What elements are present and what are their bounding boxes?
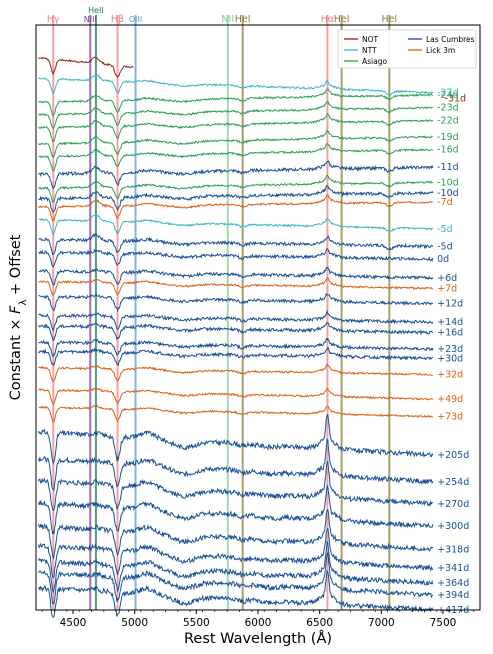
x-tick-label: 7000 — [368, 617, 395, 629]
epoch-label: 0d — [437, 254, 449, 265]
epoch-label: +270d — [437, 499, 469, 510]
spectrum-line — [38, 193, 434, 222]
spectrum-line — [38, 569, 434, 618]
spectrum-line — [38, 143, 434, 172]
legend-entry-label: Lick 3m — [426, 46, 455, 55]
epoch-label: -23d — [437, 103, 459, 114]
epoch-label: -7d — [437, 197, 453, 208]
legend-entry-label: NOT — [362, 35, 379, 44]
legend-entry-label: NTT — [362, 46, 377, 55]
spectrum-line — [38, 247, 434, 268]
spectrum-line — [38, 213, 434, 236]
epoch-label: -27d — [437, 88, 459, 99]
spectrum-line — [38, 540, 434, 594]
epoch-label: +73d — [437, 412, 463, 423]
epoch-label: +254d — [437, 477, 469, 488]
spectrum-line — [38, 100, 434, 129]
spectrum-line — [38, 483, 434, 535]
epoch-label: +6d — [437, 273, 457, 284]
epoch-label: -5d — [437, 241, 453, 252]
spectrum-line — [38, 233, 434, 255]
x-tick-label: 6000 — [245, 617, 272, 629]
epoch-label: +30d — [437, 353, 463, 364]
epoch-label: -5d — [437, 224, 453, 235]
epoch-label: -11d — [437, 162, 459, 173]
line-id-label: Hα — [321, 14, 334, 25]
spectrum-line — [38, 362, 434, 382]
spectrum-line — [38, 266, 434, 286]
epoch-label: -19d — [437, 132, 459, 143]
line-id-label: Hγ — [47, 14, 60, 25]
epoch-label: +341d — [437, 563, 469, 574]
epoch-label: -10d — [437, 177, 459, 188]
line-id-label: HeI — [334, 14, 350, 25]
epoch-label: +49d — [437, 394, 463, 405]
spectrum-line — [38, 551, 433, 605]
epoch-label: +364d — [437, 578, 469, 589]
spectrum-line — [38, 160, 434, 190]
spectrum-line — [38, 292, 434, 313]
line-id-label: HeI — [381, 14, 397, 25]
epoch-label: +7d — [437, 283, 457, 294]
epoch-label: +205d — [437, 450, 469, 461]
epoch-label: +12d — [437, 299, 463, 310]
spectrum-line — [38, 527, 434, 579]
y-axis-label: Constant × Fλ + Offset — [8, 234, 29, 400]
legend: NOT NTT Asiago Las Cumbres Lick 3m — [337, 29, 477, 69]
spectrum-line — [38, 276, 434, 296]
legend-entry-label: Asiago — [362, 57, 387, 66]
epoch-label: +318d — [437, 544, 469, 555]
spectrum-line — [38, 405, 433, 423]
spectrum-line — [38, 88, 434, 117]
line-id-label: HeI — [235, 14, 251, 25]
line-id-label: OIII — [129, 15, 142, 24]
spectrum-line — [38, 309, 434, 332]
spectrum-line — [38, 414, 434, 466]
legend-entry-label: Las Cumbres — [426, 35, 475, 44]
spectrum-line — [38, 337, 434, 357]
x-axis-label: Rest Wavelength (Å) — [184, 630, 332, 647]
epoch-label: -31d — [445, 93, 467, 104]
spectrum-line — [38, 509, 434, 559]
epoch-label: +14d — [437, 317, 463, 328]
epoch-label: +394d — [437, 590, 469, 601]
epoch-label: +300d — [437, 521, 469, 532]
x-tick-label: 6500 — [306, 617, 333, 629]
spectrum-line — [38, 460, 434, 512]
spectrum-line — [38, 113, 434, 143]
spectrum-line — [38, 321, 433, 342]
line-id-label: NII — [221, 14, 234, 25]
epoch-label: -10d — [437, 188, 459, 199]
x-tick-label: 5500 — [183, 617, 210, 629]
legend-box — [337, 29, 477, 69]
spectrum-line — [38, 56, 134, 78]
spectrum-line — [38, 73, 434, 96]
spectrum-line — [38, 437, 434, 492]
epoch-label: -22d — [437, 116, 459, 127]
spectrum-line — [38, 129, 433, 158]
line-id-label: Hβ — [111, 14, 124, 25]
epoch-label: +16d — [437, 328, 463, 339]
spectrum-line — [38, 387, 434, 407]
spectrum-line — [38, 174, 433, 203]
spectrum-line — [38, 184, 434, 213]
epoch-label: +23d — [437, 344, 463, 355]
x-tick-label: 4500 — [60, 617, 87, 629]
line-id-label: HeII — [88, 6, 104, 15]
epoch-label: -24d — [437, 90, 459, 101]
spectrum-line — [38, 346, 434, 367]
epoch-label: +32d — [437, 370, 463, 381]
x-tick-label: 5000 — [121, 617, 148, 629]
line-id-label: NIII — [84, 15, 97, 24]
x-tick-label: 7500 — [430, 617, 457, 629]
epoch-label: -16d — [437, 145, 459, 156]
